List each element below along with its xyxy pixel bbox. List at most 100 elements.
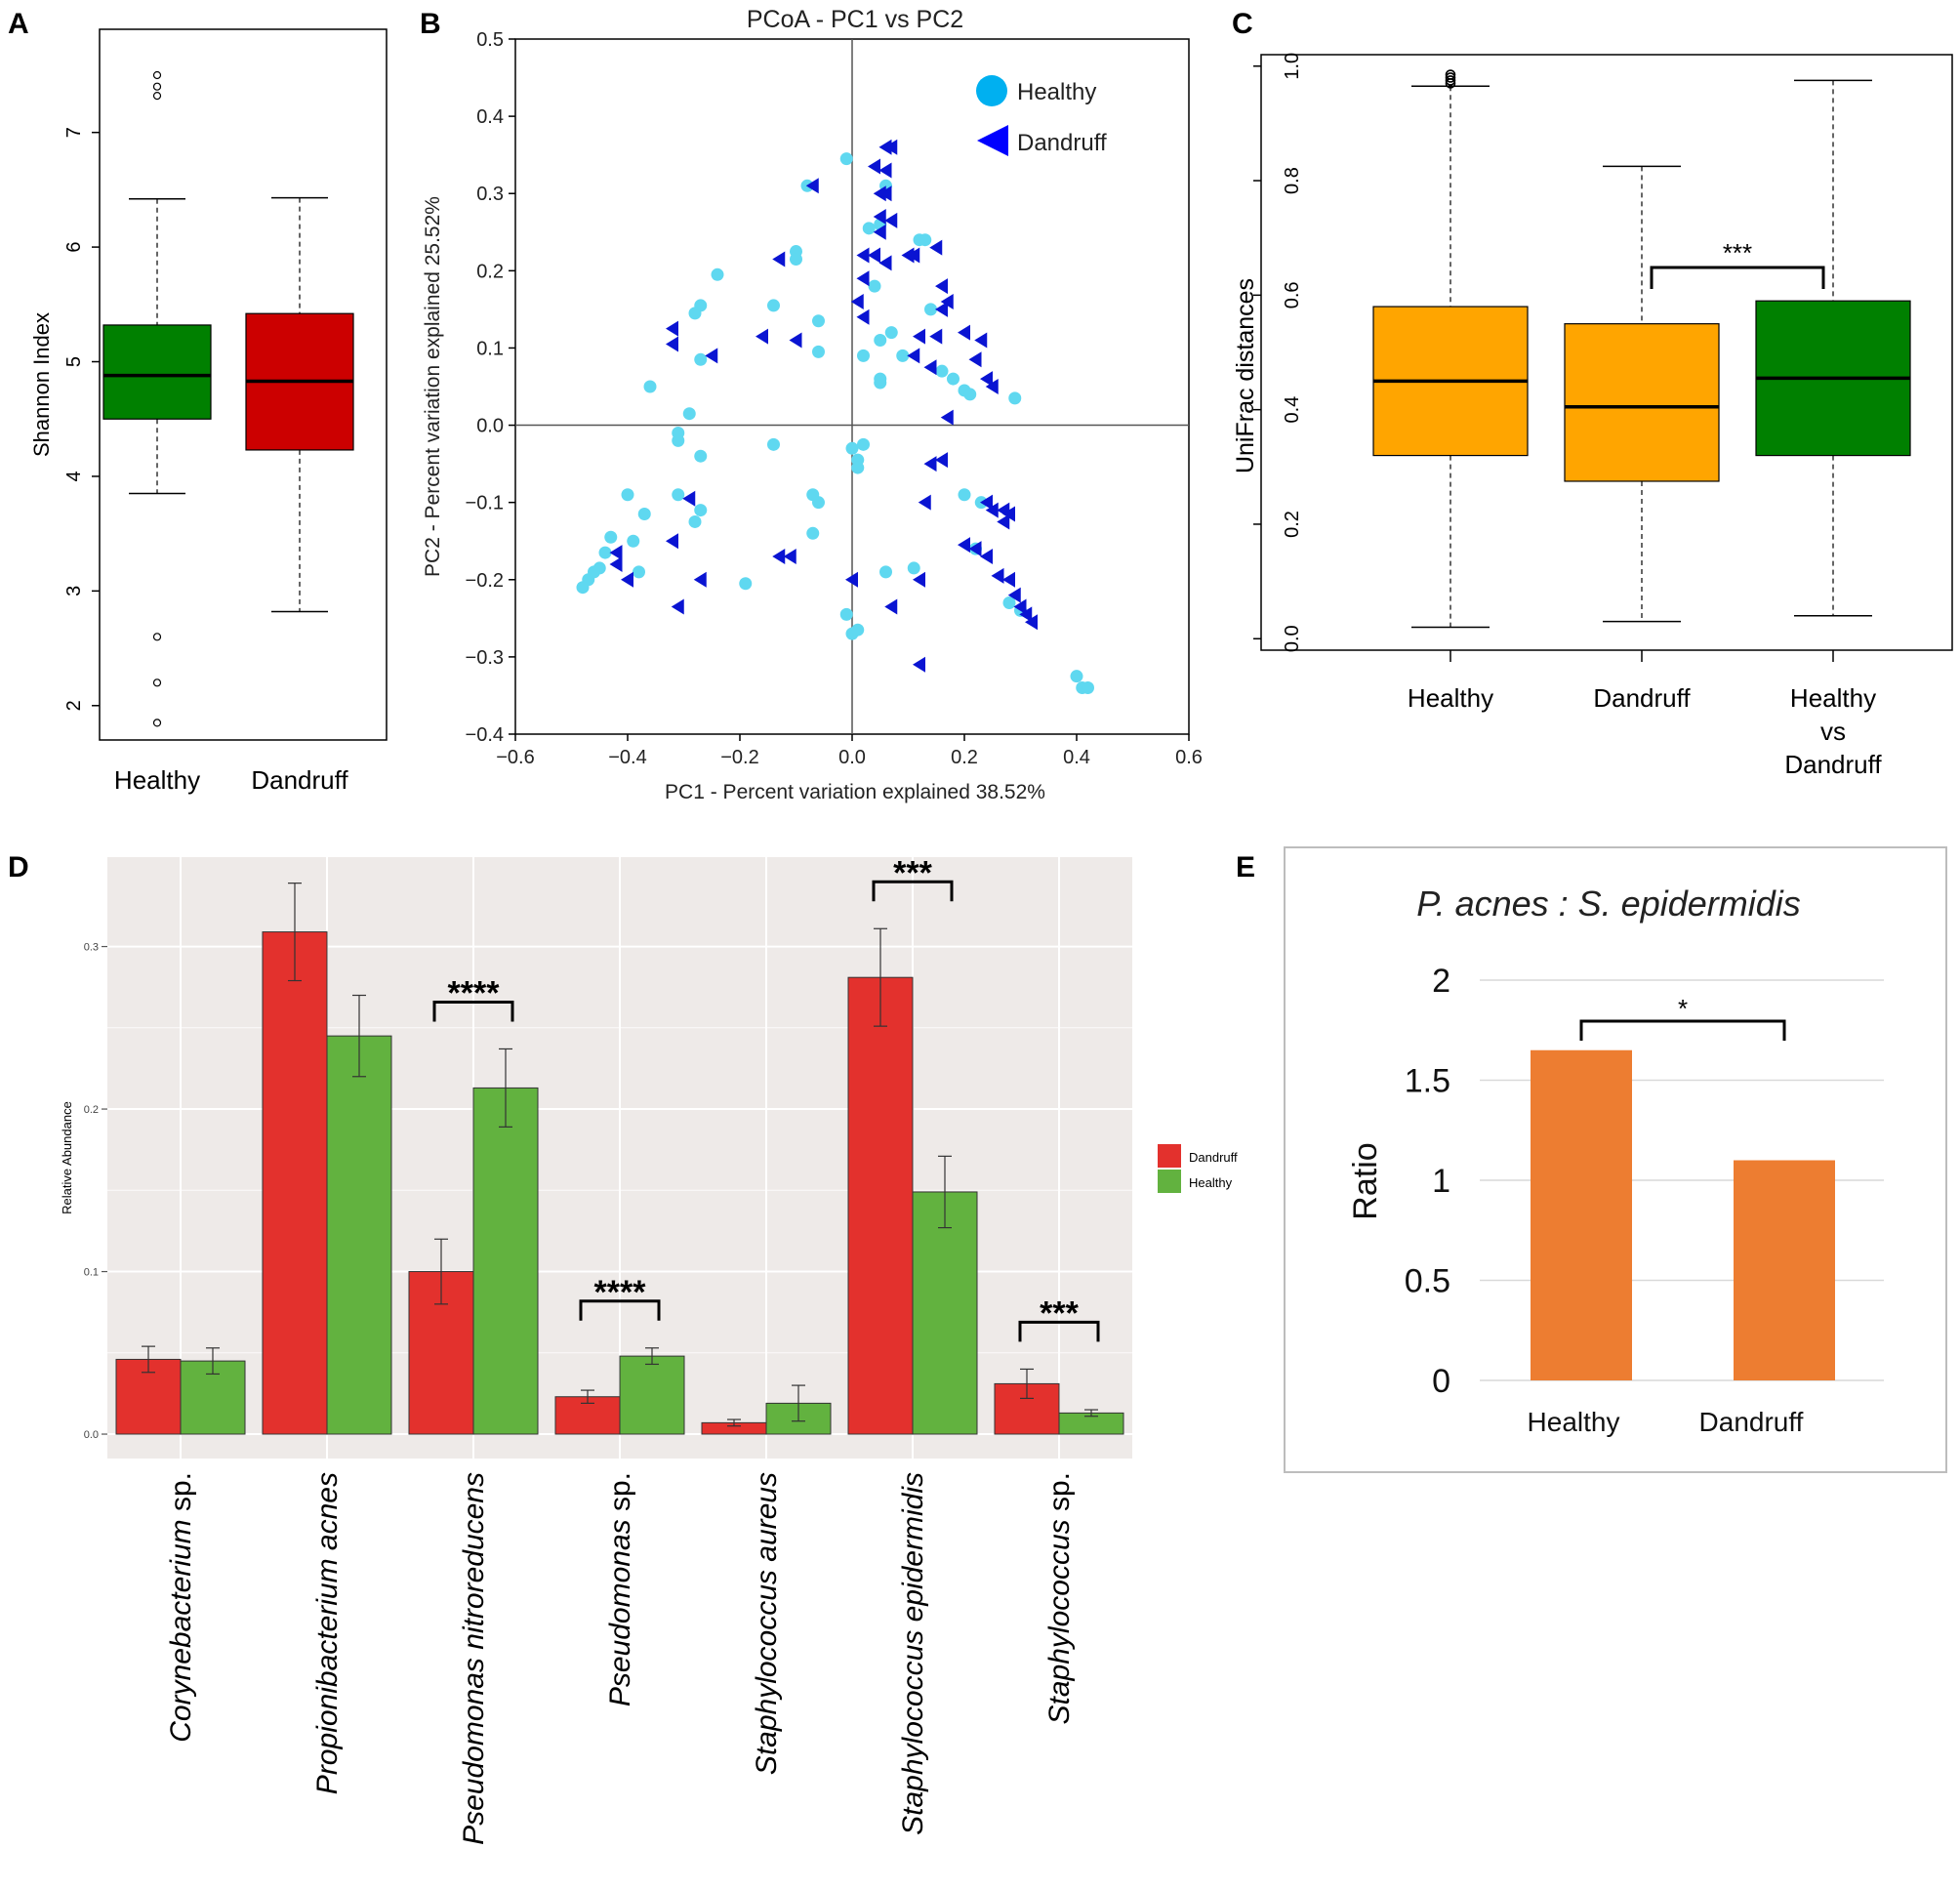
scatter-point-dandruff xyxy=(1013,598,1027,615)
panel-d-barchart: 0.00.10.20.3 Relative Abundance ********… xyxy=(60,854,1238,1845)
scatter-point-dandruff xyxy=(873,208,886,225)
panel-d-legend-healthy: Healthy xyxy=(1189,1175,1233,1190)
panel-b-ytick-label: 0.1 xyxy=(476,338,504,359)
scatter-point-healthy xyxy=(688,307,702,320)
scatter-point-healthy xyxy=(845,441,859,455)
scatter-point-dandruff xyxy=(884,139,898,155)
scatter-point-dandruff xyxy=(666,320,678,337)
panel-d-xtick-label: Propionibacterium acnes xyxy=(311,1472,344,1794)
scatter-point-healthy xyxy=(739,577,753,591)
scatter-point-dandruff xyxy=(980,494,993,511)
scatter-point-healthy xyxy=(839,607,853,621)
panel-c-ytick-label: 0.2 xyxy=(1282,511,1303,538)
panel-a-ytick-label: 7 xyxy=(63,127,85,138)
significance-bracket xyxy=(1018,1320,1100,1342)
panel-e-title: P. acnes : S. epidermidis xyxy=(1416,883,1801,924)
scatter-point-dandruff xyxy=(935,452,948,469)
scatter-point-dandruff xyxy=(980,371,993,388)
panel-a-xtick-healthy: Healthy xyxy=(114,765,200,795)
scatter-point-dandruff xyxy=(1002,571,1015,588)
panel-label-e: E xyxy=(1236,851,1255,883)
scatter-point-dandruff xyxy=(913,328,925,345)
scatter-point-healthy xyxy=(857,437,870,451)
panel-label-a: A xyxy=(8,8,29,40)
scatter-point-healthy xyxy=(694,352,708,366)
scatter-point-dandruff xyxy=(968,351,982,368)
panel-e-ytick-label: 0.5 xyxy=(1405,1263,1450,1300)
panel-a-ytick-label: 2 xyxy=(63,700,85,711)
panel-b-xtick-label: 0.2 xyxy=(951,747,978,768)
scatter-point-healthy xyxy=(576,581,590,595)
panel-e-xtick-label: Healthy xyxy=(1528,1407,1620,1437)
panel-c-frame xyxy=(1260,54,1953,651)
panel-b-legend-dandruff: Dandruff xyxy=(1017,130,1107,156)
scatter-point-healthy xyxy=(672,488,685,502)
scatter-point-healthy xyxy=(812,496,825,510)
scatter-point-healthy xyxy=(790,252,802,266)
scatter-point-dandruff xyxy=(997,514,1010,530)
significance-label: **** xyxy=(448,974,501,1011)
scatter-point-dandruff xyxy=(856,270,870,287)
bar-healthy xyxy=(326,1035,392,1435)
panel-label-b: B xyxy=(420,8,441,40)
scatter-point-dandruff xyxy=(1025,614,1038,631)
scatter-point-healthy xyxy=(907,561,920,575)
panel-e-barchart: P. acnes : S. epidermidis Ratio 0 0.5 1 1.5… xyxy=(1284,846,1947,1473)
scatter-point-healthy xyxy=(604,530,618,544)
significance-bracket xyxy=(872,880,954,902)
scatter-point-dandruff xyxy=(884,212,898,228)
scatter-point-dandruff xyxy=(878,255,892,271)
significance-label: **** xyxy=(594,1274,647,1311)
scatter-point-dandruff xyxy=(850,293,864,309)
bar-dandruff xyxy=(262,931,328,1435)
significance-bracket xyxy=(1650,266,1825,289)
scatter-point-healthy xyxy=(688,514,702,528)
panel-e-ytick-label: 0 xyxy=(1432,1363,1450,1400)
scatter-point-dandruff xyxy=(985,502,999,518)
scatter-point-dandruff xyxy=(789,332,802,349)
panel-d-xtick-label: Staphylococcus epidermidis xyxy=(897,1472,929,1835)
panel-c-xtick-label: Healthy xyxy=(1408,683,1493,713)
scatter-point-healthy xyxy=(767,437,780,451)
scatter-point-dandruff xyxy=(907,348,920,364)
scatter-point-dandruff xyxy=(671,598,684,615)
scatter-point-dandruff xyxy=(856,247,870,264)
scatter-point-healthy xyxy=(694,449,708,463)
scatter-point-dandruff xyxy=(985,379,999,394)
box-outlier-point xyxy=(152,92,162,101)
scatter-point-healthy xyxy=(874,372,887,386)
scatter-point-dandruff xyxy=(868,247,880,264)
panel-c-xtick-label: Dandruff xyxy=(1593,683,1691,713)
scatter-point-dandruff xyxy=(772,251,786,267)
scatter-point-healthy xyxy=(924,303,937,316)
scatter-point-dandruff xyxy=(958,537,970,554)
scatter-point-healthy xyxy=(812,345,825,358)
panel-e-ylabel: Ratio xyxy=(1347,1142,1384,1219)
scatter-point-dandruff xyxy=(621,571,633,588)
box-dandruff xyxy=(1564,323,1720,482)
panel-c-ytick-label: 1.0 xyxy=(1282,53,1303,80)
scatter-point-healthy xyxy=(896,349,910,362)
box-outlier-point xyxy=(1445,69,1456,80)
panel-c-xtick-label: Healthy vs Dandruff xyxy=(1784,683,1882,779)
scatter-point-healthy xyxy=(694,504,708,517)
scatter-point-dandruff xyxy=(991,567,1004,584)
scatter-point-healthy xyxy=(637,508,651,521)
panel-b-ytick-label: 0.2 xyxy=(476,261,504,282)
scatter-point-dandruff xyxy=(1007,587,1021,603)
scatter-point-healthy xyxy=(868,279,881,293)
scatter-point-dandruff xyxy=(845,571,858,588)
panel-b-ytick-label: −0.3 xyxy=(466,647,504,669)
scatter-point-dandruff xyxy=(913,571,925,588)
panel-a-xtick-dandruff: Dandruff xyxy=(251,765,348,795)
scatter-point-healthy xyxy=(839,152,853,166)
legend-dandruff-triangle-icon xyxy=(977,125,1008,156)
scatter-point-healthy xyxy=(1008,391,1022,405)
scatter-point-healthy xyxy=(672,433,685,447)
bar-ratio-dandruff xyxy=(1734,1160,1835,1380)
panel-b-xtick-label: −0.2 xyxy=(720,747,758,768)
scatter-point-dandruff xyxy=(923,456,937,472)
significance-bracket xyxy=(579,1299,661,1321)
panel-b-ytick-label: 0.3 xyxy=(476,184,504,205)
scatter-point-healthy xyxy=(874,334,887,348)
